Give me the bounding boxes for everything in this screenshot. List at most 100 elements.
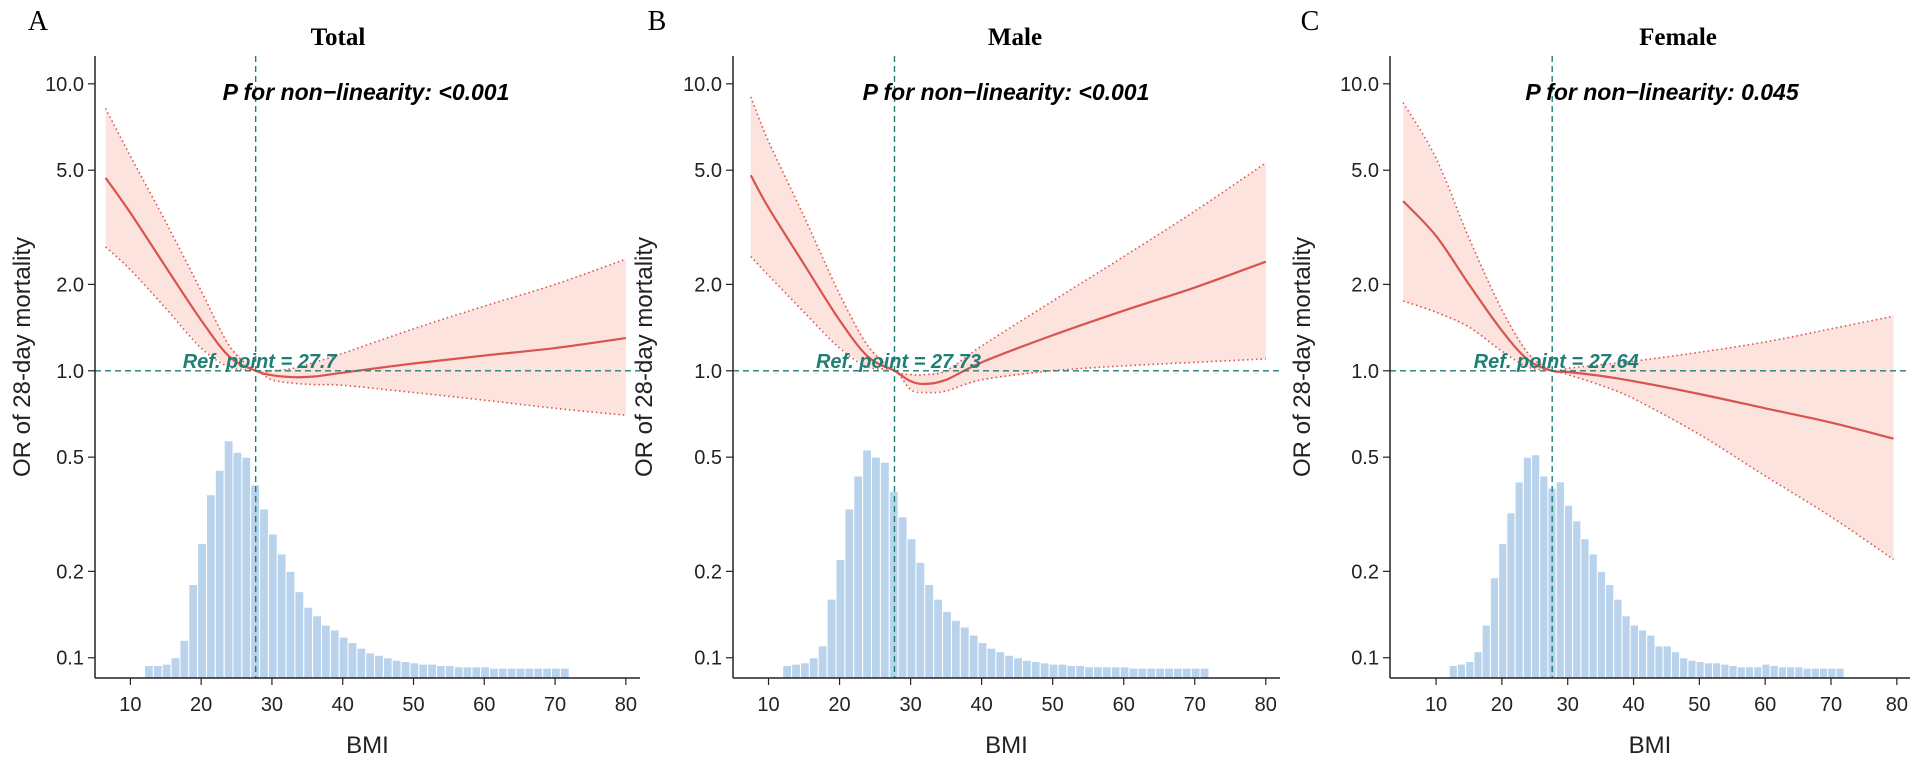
y-axis-title: OR of 28-day mortality <box>1289 237 1316 477</box>
histogram-bar <box>1810 667 1820 679</box>
y-tick-label: 10.0 <box>45 74 84 96</box>
histogram-bar <box>1522 456 1533 679</box>
histogram-bar <box>1181 667 1192 679</box>
panel-letter: B <box>648 6 667 37</box>
histogram-bar <box>1720 663 1730 679</box>
y-tick-label: 0.2 <box>56 561 84 583</box>
ref-point-label: Ref. point = 27.64 <box>1474 351 1639 373</box>
histogram <box>144 440 570 679</box>
x-tick-label: 10 <box>757 694 779 716</box>
histogram-bar <box>1057 663 1068 679</box>
histogram-bar <box>444 664 455 679</box>
histogram-bar <box>1004 654 1015 679</box>
x-axis-title: BMI <box>346 732 389 759</box>
histogram-bar <box>950 619 961 679</box>
histogram-bar <box>1728 664 1738 679</box>
histogram-bar <box>1172 667 1183 679</box>
x-tick-label: 30 <box>899 694 921 716</box>
panel-title: Total <box>311 24 366 51</box>
ci-upper-line <box>750 96 1267 376</box>
y-tick-label: 2.0 <box>1351 274 1379 296</box>
y-tick-label: 0.5 <box>694 447 722 469</box>
p-nonlinearity-label: P for non−linearity: 0.045 <box>1525 79 1800 105</box>
histogram-bar <box>1164 667 1174 679</box>
ref-point-label: Ref. point = 27.73 <box>816 351 981 373</box>
histogram-bar <box>853 475 864 679</box>
histogram-bar <box>391 659 402 679</box>
histogram-bar <box>1588 553 1598 679</box>
histogram-bar <box>276 553 287 679</box>
histogram-bar <box>888 490 899 679</box>
histogram-bar <box>356 647 367 679</box>
panel-c: 0.1 0.2 0.5 1.0 2.0 5.0 10.0 10 20 30 40 50 60 70 80 C F… <box>1289 6 1910 759</box>
histogram-bar <box>942 610 952 679</box>
x-tick-label: 80 <box>1255 694 1277 716</box>
histogram-bar <box>1101 666 1112 679</box>
histogram-bar <box>1199 667 1210 679</box>
histogram-bar <box>1563 504 1574 679</box>
histogram-bar <box>879 461 890 679</box>
y-tick-label: 2.0 <box>694 274 722 296</box>
x-tick-label: 30 <box>261 694 283 716</box>
histogram-bar <box>506 667 517 679</box>
histogram-bar <box>223 440 234 679</box>
x-tick-label: 20 <box>1491 694 1513 716</box>
histogram-bar <box>1629 624 1639 679</box>
panel-title: Female <box>1639 24 1717 51</box>
histogram-bar <box>1654 645 1664 679</box>
histogram-bar <box>1128 667 1139 679</box>
histogram-bar <box>1481 624 1491 679</box>
histogram-bar <box>197 543 207 679</box>
histogram-bar <box>329 629 340 679</box>
y-tick-label: 5.0 <box>1351 160 1379 182</box>
x-tick-label: 50 <box>402 694 424 716</box>
histogram-bar <box>1506 512 1516 679</box>
x-tick-label: 50 <box>1042 694 1064 716</box>
histogram-bar <box>1021 659 1032 679</box>
x-tick-label: 10 <box>1425 694 1447 716</box>
p-nonlinearity-label: P for non−linearity: <0.001 <box>863 79 1150 105</box>
histogram-bar <box>267 533 278 679</box>
histogram-bar <box>1605 583 1615 679</box>
histogram-bar <box>1456 663 1467 679</box>
panel-a: 0.1 0.2 0.5 1.0 2.0 5.0 10.0 10 20 30 40 50 60 70 80 A T… <box>9 6 640 759</box>
histogram-bar <box>844 508 855 679</box>
histogram-bar <box>1646 634 1656 679</box>
y-tick-label: 5.0 <box>694 160 722 182</box>
histogram-bar <box>1670 651 1681 679</box>
ci-lower-line <box>105 246 626 417</box>
histogram-bar <box>1137 667 1148 679</box>
y-axis-title: OR of 28-day mortality <box>9 237 36 477</box>
histogram-bar <box>968 634 979 679</box>
histogram-bar <box>152 664 163 679</box>
histogram-bar <box>1093 666 1103 679</box>
confidence-band <box>105 108 626 416</box>
ci-lower-line <box>750 256 1266 394</box>
histogram-bar <box>144 664 154 679</box>
histogram-bar <box>542 667 553 679</box>
y-tick-label: 0.1 <box>1351 648 1379 670</box>
p-nonlinearity-label: P for non−linearity: <0.001 <box>223 79 510 105</box>
histogram-bar <box>188 583 199 679</box>
confidence-band <box>1403 102 1894 560</box>
histogram-bar <box>1818 667 1829 679</box>
histogram-bar <box>871 456 881 679</box>
x-tick-label: 20 <box>828 694 850 716</box>
y-axis-title: OR of 28-day mortality <box>631 237 658 477</box>
histogram-bar <box>933 598 944 679</box>
histogram-bar <box>1662 645 1672 679</box>
histogram-bar <box>1794 666 1804 679</box>
histogram-bar <box>320 624 331 679</box>
histogram-bar <box>533 667 544 679</box>
histogram-bar <box>524 667 535 679</box>
x-tick-label: 70 <box>1820 694 1842 716</box>
histogram-bar <box>1555 481 1565 679</box>
histogram-bar <box>462 666 473 679</box>
histogram-bar <box>1827 667 1837 679</box>
ref-point-label: Ref. point = 27.7 <box>183 351 338 373</box>
histogram-bar <box>1835 667 1845 679</box>
x-tick-label: 20 <box>190 694 212 716</box>
histogram-bar <box>897 516 908 679</box>
x-axis-title: BMI <box>985 732 1028 759</box>
